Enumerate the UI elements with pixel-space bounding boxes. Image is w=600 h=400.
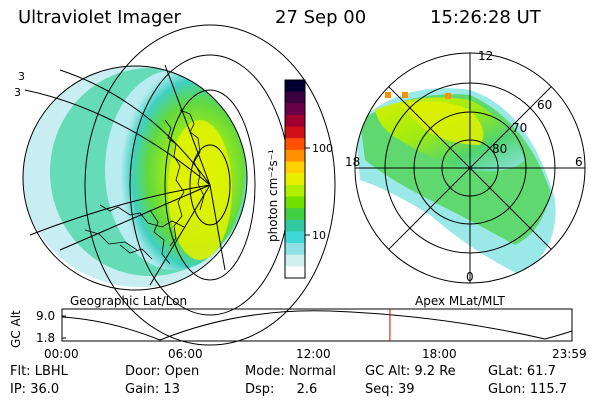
mlat-label-60: 60 bbox=[537, 98, 552, 112]
dsp-field: Dsp: 2.6 bbox=[245, 382, 317, 397]
xtick-label-0000: 00:00 bbox=[44, 347, 79, 361]
colorbar-cell bbox=[285, 91, 305, 104]
colorbar-cell bbox=[285, 114, 305, 128]
door-label: Door: bbox=[125, 364, 161, 379]
app-title: Ultraviolet Imager bbox=[18, 7, 181, 28]
ip-value: 36.0 bbox=[30, 382, 60, 397]
polar-image-panel: 12 18 6 0 60 70 80 bbox=[345, 49, 586, 284]
seq-field: Seq: 39 bbox=[365, 382, 415, 397]
colorbar-label-100: 100 bbox=[312, 142, 333, 155]
colorbar: 100 10 photon cm⁻²s⁻¹ bbox=[266, 79, 333, 279]
time-label: 15:26:28 UT bbox=[430, 7, 541, 28]
altitude-curve bbox=[61, 310, 573, 341]
glat-field: GLat: 61.7 bbox=[488, 364, 556, 379]
glat-label: GLat: bbox=[488, 364, 523, 379]
seq-value: 39 bbox=[398, 382, 415, 397]
corner-mark: 3 bbox=[18, 70, 25, 83]
flt-label: Flt: bbox=[10, 364, 31, 379]
door-field: Door: Open bbox=[125, 364, 199, 379]
colorbar-cell bbox=[285, 126, 305, 139]
colorbar-cell bbox=[285, 254, 305, 267]
xtick-label-0600: 06:00 bbox=[168, 347, 203, 361]
colorbar-label-10: 10 bbox=[312, 229, 326, 242]
ip-label: IP: bbox=[10, 382, 27, 397]
ytick-label-9: 9.0 bbox=[36, 309, 55, 323]
seq-label: Seq: bbox=[365, 382, 394, 397]
gcalt-label: GC Alt: bbox=[365, 364, 411, 379]
colorbar-cell bbox=[285, 243, 305, 256]
emission-peak bbox=[168, 120, 232, 260]
colorbar-cell bbox=[285, 266, 305, 279]
gain-label: Gain: bbox=[125, 382, 160, 397]
flt-value: LBHL bbox=[34, 364, 68, 379]
colorbar-cell bbox=[285, 208, 305, 221]
glat-value: 61.7 bbox=[526, 364, 556, 379]
gcalt-value: 9.2 Re bbox=[414, 364, 456, 379]
flt-field: Flt: LBHL bbox=[10, 364, 68, 379]
colorbar-unit-label: photon cm⁻²s⁻¹ bbox=[266, 149, 280, 242]
hotspot bbox=[385, 92, 391, 98]
altitude-plot-frame bbox=[61, 308, 573, 342]
left-panel-caption: Geographic Lat/Lon bbox=[70, 294, 187, 308]
altitude-ylabel: GC Alt bbox=[9, 310, 23, 348]
lat-lon-grid bbox=[22, 24, 336, 346]
coastlines bbox=[84, 109, 205, 265]
polar-grid bbox=[354, 52, 586, 284]
xtick-label-2359: 23:59 bbox=[552, 347, 587, 361]
altitude-plot: 9.0 1.8 GC Alt 00:00 06:00 12:00 18:00 2… bbox=[9, 308, 587, 361]
dsp-label: Dsp: bbox=[245, 382, 275, 397]
colorbar-cell bbox=[285, 161, 305, 174]
glon-label: GLon: bbox=[488, 382, 526, 397]
colorbar-frame bbox=[284, 79, 306, 279]
xtick-label-1200: 12:00 bbox=[296, 347, 331, 361]
gain-field: Gain: 13 bbox=[125, 382, 180, 397]
xtick-label-1800: 18:00 bbox=[422, 347, 457, 361]
mlt-label-18: 18 bbox=[345, 155, 360, 169]
mlt-label-0: 0 bbox=[466, 270, 474, 284]
dsp-value: 2.6 bbox=[296, 382, 318, 397]
mlat-label-70: 70 bbox=[512, 121, 527, 135]
colorbar-cell bbox=[285, 184, 305, 197]
mode-field: Mode: Normal bbox=[245, 364, 336, 379]
ip-field: IP: 36.0 bbox=[10, 382, 59, 397]
date-label: 27 Sep 00 bbox=[275, 7, 367, 28]
colorbar-cell bbox=[285, 103, 305, 116]
corner-mark-2: 3 bbox=[14, 86, 21, 99]
mlt-label-6: 6 bbox=[575, 155, 583, 169]
colorbar-cell bbox=[285, 80, 305, 93]
colorbar-cell bbox=[285, 149, 305, 163]
gain-value: 13 bbox=[163, 382, 180, 397]
mlat-label-80: 80 bbox=[492, 142, 507, 156]
colorbar-cell bbox=[285, 219, 305, 232]
door-value: Open bbox=[164, 364, 200, 379]
colorbar-cell bbox=[285, 231, 305, 244]
ytick-label-1-8: 1.8 bbox=[36, 331, 55, 345]
colorbar-cell bbox=[285, 196, 305, 209]
hotspot bbox=[445, 93, 451, 99]
right-panel-caption: Apex MLat/MLT bbox=[415, 294, 505, 308]
glon-field: GLon: 115.7 bbox=[488, 382, 567, 397]
mlt-label-12: 12 bbox=[478, 49, 493, 63]
mode-value: Normal bbox=[288, 364, 336, 379]
mode-label: Mode: bbox=[245, 364, 285, 379]
glon-value: 115.7 bbox=[529, 382, 568, 397]
colorbar-cell bbox=[285, 173, 305, 186]
geographic-image-panel: 3 3 bbox=[14, 24, 336, 346]
hotspot bbox=[402, 92, 408, 98]
gcalt-field: GC Alt: 9.2 Re bbox=[365, 364, 456, 379]
colorbar-cell bbox=[285, 138, 305, 151]
